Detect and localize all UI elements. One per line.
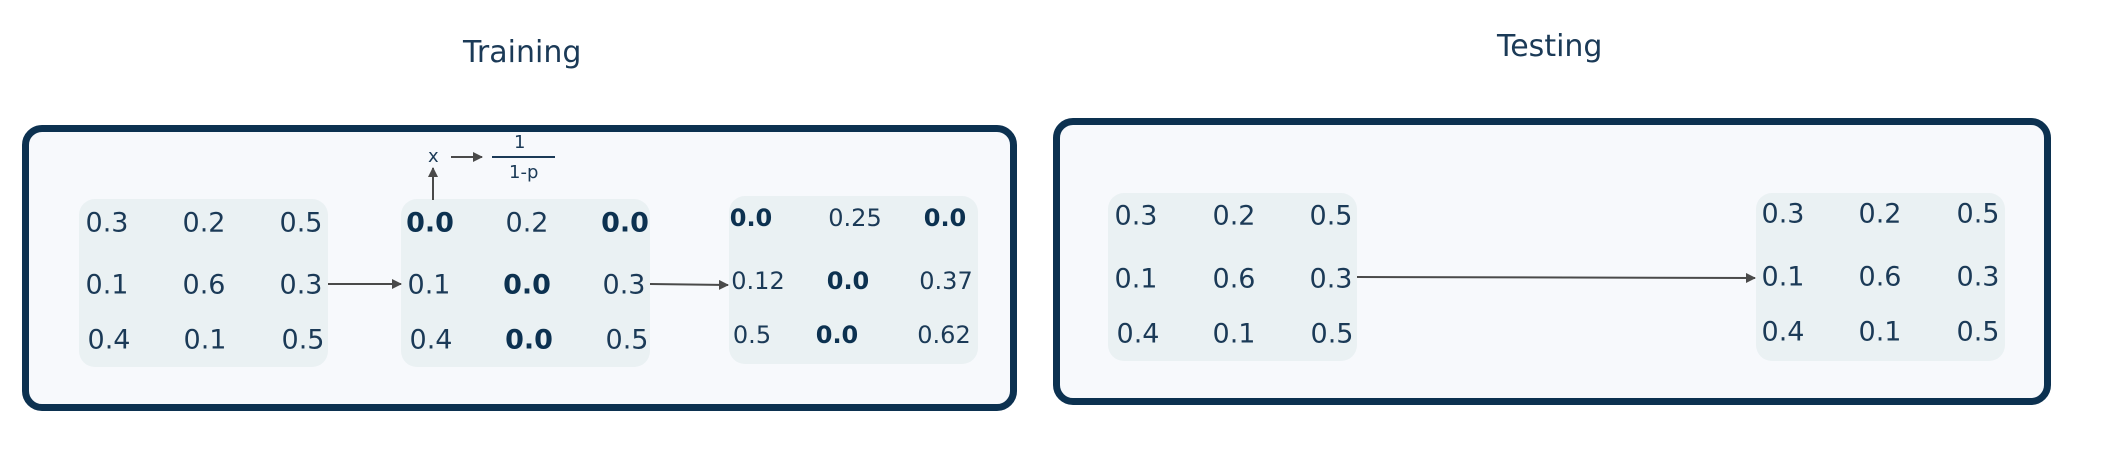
matrix-cell: 0.3 [279, 269, 323, 301]
matrix-cell: 0.3 [1309, 263, 1353, 295]
testing-output-matrix [1756, 193, 2005, 361]
matrix-cell: 0.0 [923, 204, 967, 232]
testing-title: Testing [1497, 29, 1603, 64]
formula-variable: x [428, 146, 439, 167]
matrix-cell: 0.3 [602, 269, 646, 301]
matrix-cell: 0.3 [1956, 261, 2000, 293]
matrix-cell: 0.4 [1116, 318, 1160, 350]
matrix-cell: 0.4 [87, 324, 131, 356]
matrix-cell: 0.5 [1956, 316, 2000, 348]
matrix-cell: 0.0 [503, 269, 551, 301]
training-title: Training [463, 35, 582, 70]
matrix-cell: 0.1 [1212, 318, 1256, 350]
matrix-cell: 0.6 [1212, 263, 1256, 295]
formula-numerator: 1 [514, 132, 526, 153]
matrix-cell: 0.2 [1858, 198, 1902, 230]
matrix-cell: 0.5 [281, 324, 325, 356]
matrix-cell: 0.5 [732, 321, 772, 349]
matrix-cell: 0.2 [182, 207, 226, 239]
matrix-cell: 0.62 [917, 321, 971, 349]
matrix-cell: 0.1 [85, 269, 129, 301]
matrix-cell: 0.1 [1858, 316, 1902, 348]
matrix-cell: 0.0 [729, 204, 773, 232]
matrix-cell: 0.3 [1761, 198, 1805, 230]
matrix-cell: 0.6 [182, 269, 226, 301]
matrix-cell: 0.0 [826, 267, 870, 295]
matrix-cell: 0.0 [815, 321, 859, 349]
matrix-cell: 0.25 [828, 204, 882, 232]
matrix-cell: 0.2 [505, 207, 549, 239]
matrix-cell: 0.2 [1212, 200, 1256, 232]
matrix-cell: 0.0 [406, 207, 454, 239]
matrix-cell: 0.1 [183, 324, 227, 356]
matrix-cell: 0.12 [731, 267, 785, 295]
training-dropout-matrix [401, 199, 650, 367]
training-input-matrix [79, 199, 328, 367]
matrix-cell: 0.0 [601, 207, 649, 239]
matrix-cell: 0.5 [279, 207, 323, 239]
formula-denominator: 1-p [509, 162, 539, 183]
matrix-cell: 0.5 [605, 324, 649, 356]
matrix-cell: 0.5 [1310, 318, 1354, 350]
training-scaled-matrix [729, 196, 978, 364]
matrix-cell: 0.4 [1761, 316, 1805, 348]
matrix-cell: 0.0 [505, 324, 553, 356]
matrix-cell: 0.6 [1858, 261, 1902, 293]
matrix-cell: 0.5 [1956, 198, 2000, 230]
matrix-cell: 0.1 [407, 269, 451, 301]
matrix-cell: 0.1 [1114, 263, 1158, 295]
matrix-cell: 0.5 [1309, 200, 1353, 232]
matrix-cell: 0.3 [1114, 200, 1158, 232]
matrix-cell: 0.37 [919, 267, 973, 295]
matrix-cell: 0.4 [409, 324, 453, 356]
matrix-cell: 0.1 [1761, 261, 1805, 293]
matrix-cell: 0.3 [85, 207, 129, 239]
testing-input-matrix [1108, 193, 1357, 361]
